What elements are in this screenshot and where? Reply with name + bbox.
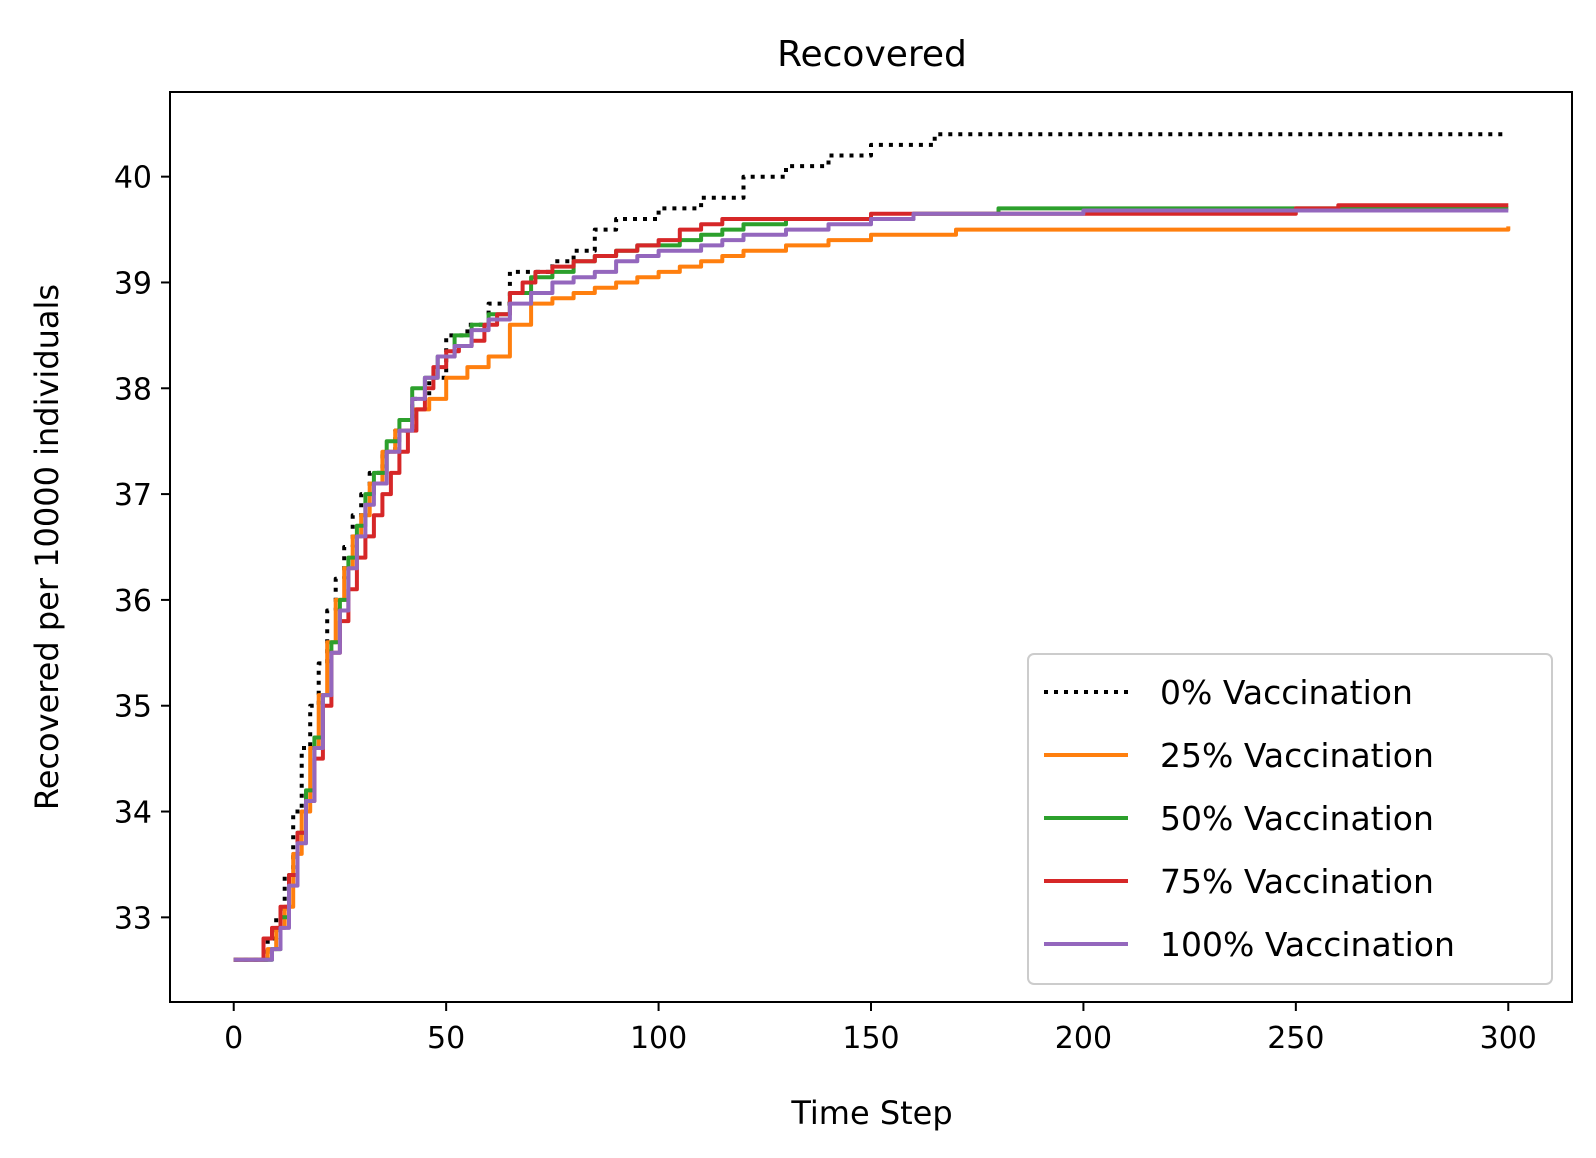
x-tick-label: 0 [224,1021,243,1056]
y-tick-label: 36 [114,584,152,619]
legend-label: 75% Vaccination [1160,862,1434,901]
y-tick-label: 38 [114,372,152,407]
legend-label: 0% Vaccination [1160,673,1413,712]
y-tick-label: 40 [114,161,152,196]
legend-label: 25% Vaccination [1160,736,1434,775]
legend-box [1027,653,1553,985]
legend: 0% Vaccination 25% Vaccination 50% Vaccina… [1027,653,1553,985]
chart-title: Recovered [777,34,967,75]
legend-label: 100% Vaccination [1160,925,1455,964]
legend-item: 25% Vaccination [1044,736,1434,775]
x-tick-label: 250 [1267,1021,1324,1056]
y-tick-label: 39 [114,266,152,301]
y-tick-label: 35 [114,690,152,725]
legend-item: 100% Vaccination [1044,925,1455,964]
y-tick-label: 37 [114,478,152,513]
series-line-0-vaccination [233,132,1509,962]
y-tick-label: 33 [114,901,152,936]
x-axis-title: Time Step [790,1094,952,1132]
legend-item: 75% Vaccination [1044,862,1434,901]
legend-item: 50% Vaccination [1044,799,1434,838]
y-axis: 33 34 35 36 37 38 39 40 [114,161,170,936]
y-axis-title: Recovered per 10000 individuals [28,284,66,810]
x-tick-label: 150 [842,1021,899,1056]
legend-label: 50% Vaccination [1160,799,1434,838]
series-layer [233,132,1511,962]
x-tick-label: 50 [427,1021,465,1056]
x-tick-label: 200 [1055,1021,1112,1056]
legend-item: 0% Vaccination [1044,673,1413,712]
series-line-50-vaccination [233,206,1509,962]
x-tick-label: 300 [1480,1021,1537,1056]
series-line-100-vaccination [233,208,1509,962]
y-tick-label: 34 [114,796,152,831]
x-tick-label: 100 [630,1021,687,1056]
x-axis: 0 50 100 150 200 250 300 [224,1002,1537,1056]
